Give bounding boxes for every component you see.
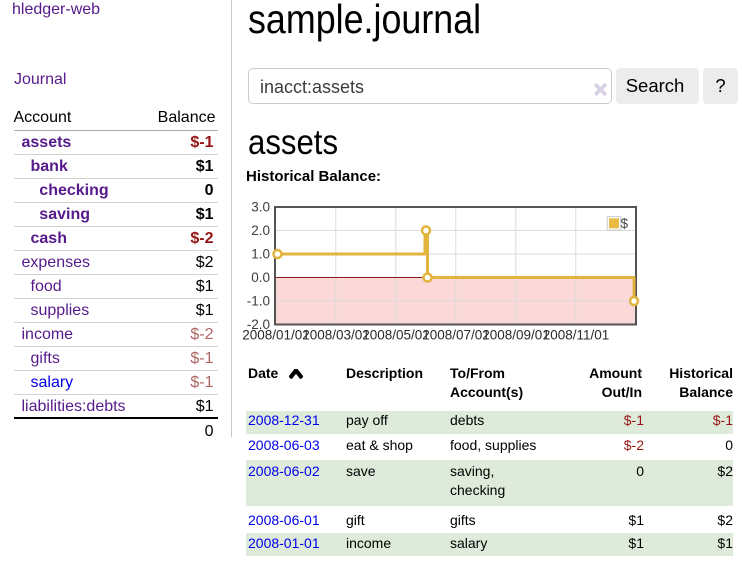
svg-text:3.0: 3.0 (251, 200, 270, 215)
svg-text:1.0: 1.0 (251, 247, 270, 262)
svg-text:2008/03/01: 2008/03/01 (302, 327, 370, 342)
svg-text:2008/01/01: 2008/01/01 (242, 327, 310, 342)
svg-text:2008/05/01: 2008/05/01 (362, 327, 430, 342)
svg-text:-1.0: -1.0 (247, 294, 270, 309)
svg-text:2008/11/01: 2008/11/01 (543, 327, 610, 342)
svg-text:0.0: 0.0 (251, 270, 270, 285)
svg-text:-2.0: -2.0 (247, 317, 270, 332)
svg-text:2008/07/01: 2008/07/01 (422, 327, 490, 342)
svg-text:$: $ (621, 216, 629, 231)
svg-text:2008/09/01: 2008/09/01 (482, 327, 550, 342)
svg-text:2.0: 2.0 (251, 223, 270, 238)
